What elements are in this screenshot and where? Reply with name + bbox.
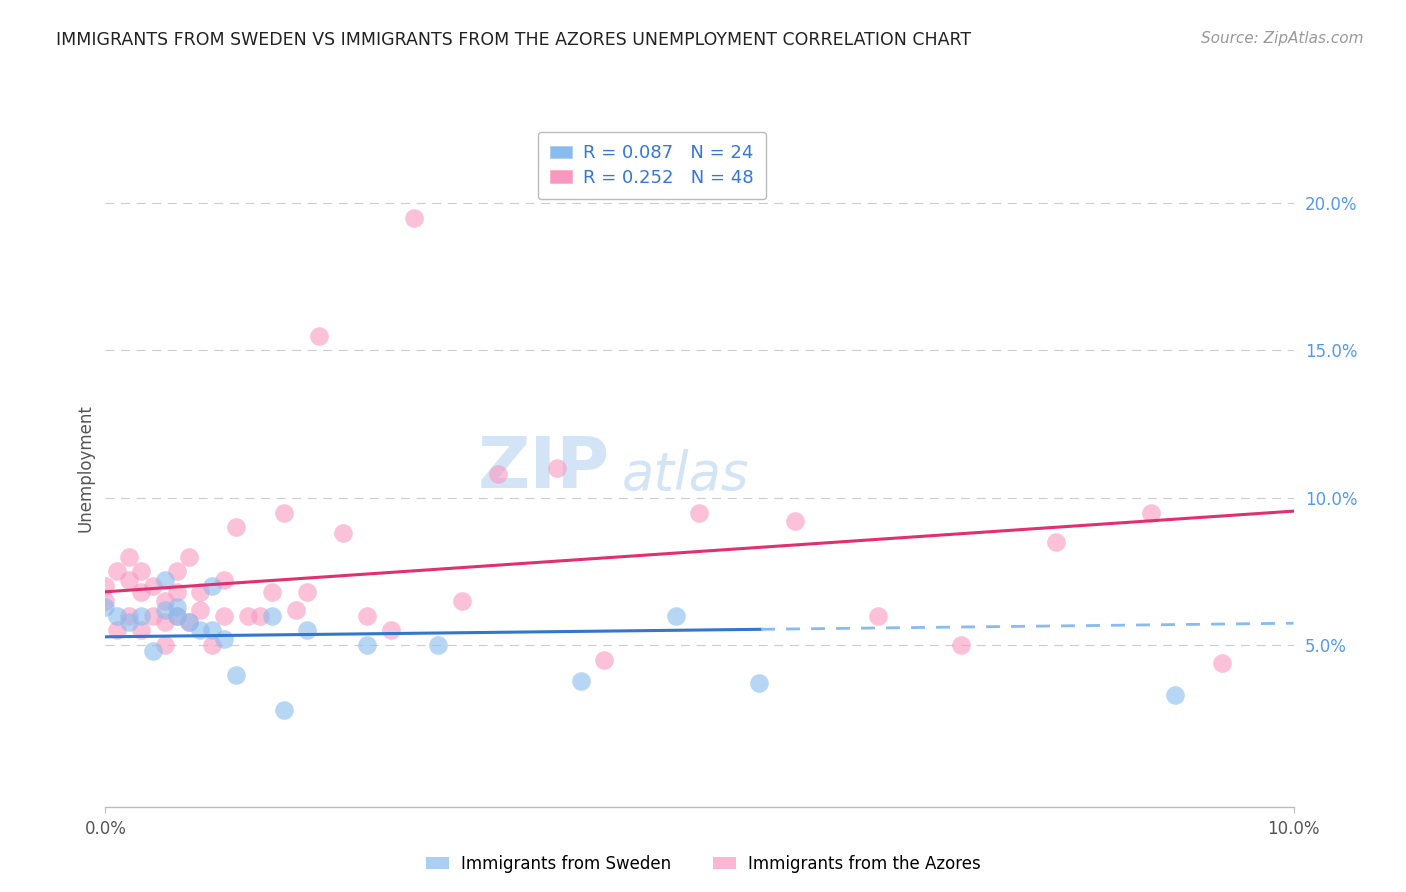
Point: [118, 615, 141, 629]
Point: [105, 624, 128, 638]
Point: [177, 615, 200, 629]
Point: [356, 608, 378, 623]
Point: [273, 506, 295, 520]
Text: IMMIGRANTS FROM SWEDEN VS IMMIGRANTS FROM THE AZORES UNEMPLOYMENT CORRELATION CH: IMMIGRANTS FROM SWEDEN VS IMMIGRANTS FRO…: [56, 31, 972, 49]
Point: [166, 608, 188, 623]
Point: [380, 624, 402, 638]
Point: [190, 603, 212, 617]
Point: [1140, 506, 1163, 520]
Legend: R = 0.087   N = 24, R = 0.252   N = 48: R = 0.087 N = 24, R = 0.252 N = 48: [537, 132, 766, 199]
Legend: Immigrants from Sweden, Immigrants from the Azores: Immigrants from Sweden, Immigrants from …: [419, 848, 987, 880]
Point: [201, 624, 224, 638]
Y-axis label: Unemployment: Unemployment: [76, 404, 94, 533]
Text: Source: ZipAtlas.com: Source: ZipAtlas.com: [1201, 31, 1364, 46]
Point: [118, 608, 141, 623]
Point: [225, 520, 247, 534]
Point: [225, 667, 247, 681]
Point: [118, 574, 141, 588]
Point: [153, 603, 176, 617]
Point: [94, 594, 117, 608]
Point: [142, 644, 165, 658]
Point: [142, 579, 165, 593]
Point: [166, 565, 188, 579]
Point: [142, 608, 165, 623]
Point: [214, 608, 236, 623]
Text: ZIP: ZIP: [478, 434, 610, 503]
Point: [153, 615, 176, 629]
Point: [689, 506, 711, 520]
Point: [214, 632, 236, 647]
Point: [190, 624, 212, 638]
Point: [546, 461, 568, 475]
Point: [129, 565, 152, 579]
Point: [177, 615, 200, 629]
Point: [153, 638, 176, 652]
Point: [249, 608, 271, 623]
Point: [297, 585, 319, 599]
Point: [153, 594, 176, 608]
Point: [866, 608, 889, 623]
Point: [783, 514, 806, 528]
Point: [105, 565, 128, 579]
Point: [1164, 688, 1187, 702]
Point: [190, 585, 212, 599]
Point: [273, 703, 295, 717]
Point: [308, 328, 330, 343]
Point: [129, 624, 152, 638]
Point: [332, 526, 354, 541]
Point: [201, 638, 224, 652]
Point: [166, 585, 188, 599]
Point: [166, 599, 188, 614]
Point: [94, 579, 117, 593]
Point: [593, 653, 616, 667]
Point: [105, 608, 128, 623]
Point: [450, 594, 472, 608]
Point: [236, 608, 259, 623]
Point: [748, 676, 770, 690]
Point: [1045, 535, 1067, 549]
Point: [1211, 656, 1233, 670]
Text: atlas: atlas: [623, 449, 749, 501]
Point: [94, 599, 117, 614]
Point: [260, 585, 283, 599]
Point: [949, 638, 972, 652]
Point: [129, 608, 152, 623]
Point: [486, 467, 509, 482]
Point: [260, 608, 283, 623]
Point: [153, 574, 176, 588]
Point: [129, 585, 152, 599]
Point: [118, 549, 141, 564]
Point: [665, 608, 688, 623]
Point: [569, 673, 592, 688]
Point: [356, 638, 378, 652]
Point: [284, 603, 307, 617]
Point: [297, 624, 319, 638]
Point: [177, 549, 200, 564]
Point: [166, 608, 188, 623]
Point: [404, 211, 426, 225]
Point: [214, 574, 236, 588]
Point: [427, 638, 450, 652]
Point: [201, 579, 224, 593]
